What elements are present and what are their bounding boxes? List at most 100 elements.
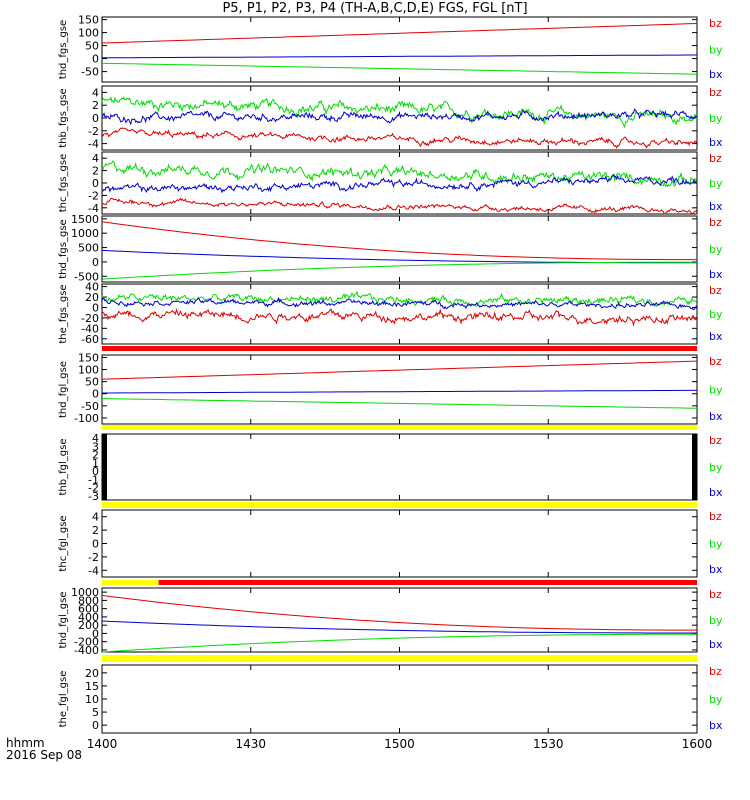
series-bx bbox=[101, 620, 697, 634]
y-tick-label: -50 bbox=[81, 66, 99, 79]
x-tick-label: 1530 bbox=[533, 737, 564, 751]
y-tick-label: 0 bbox=[92, 256, 99, 269]
y-tick-label: -200 bbox=[74, 636, 99, 649]
y-tick-label: 1500 bbox=[71, 213, 99, 226]
series-by bbox=[101, 633, 697, 653]
y-tick-label: 0 bbox=[92, 53, 99, 66]
legend-bz: bz bbox=[709, 152, 722, 165]
y-tick-label: 2 bbox=[92, 99, 99, 112]
legend-by: by bbox=[709, 693, 723, 706]
panel-ylabel: thb_fgs_gse bbox=[58, 88, 69, 147]
x-tick-label: 1430 bbox=[235, 737, 266, 751]
y-tick-label: 3 bbox=[92, 440, 99, 453]
y-tick-label: -400 bbox=[74, 644, 99, 657]
x-tick-label: 1600 bbox=[682, 737, 713, 751]
y-tick-label: -2 bbox=[88, 551, 99, 564]
status-bar-red bbox=[102, 346, 697, 351]
panel-ylabel: the_fgs_gse bbox=[58, 284, 69, 343]
panel-frame bbox=[101, 354, 698, 425]
series-bx bbox=[101, 173, 698, 194]
y-tick-label: 2 bbox=[92, 524, 99, 537]
y-tick-label: 1000 bbox=[71, 227, 99, 240]
legend-bx: bx bbox=[709, 268, 723, 281]
legend-by: by bbox=[709, 614, 723, 627]
y-tick-label: 20 bbox=[85, 667, 99, 680]
y-tick-label: -100 bbox=[74, 412, 99, 425]
status-bar-yellow bbox=[102, 502, 697, 508]
y-tick-label: 4 bbox=[92, 152, 99, 165]
legend-bz: bz bbox=[709, 284, 722, 297]
y-tick-label: 200 bbox=[78, 619, 99, 632]
y-tick-label: 0 bbox=[92, 538, 99, 551]
panel-ylabel: thd_fgl_gse bbox=[58, 592, 69, 649]
y-tick-label: -50 bbox=[81, 400, 99, 413]
x-tick-label: 1400 bbox=[87, 737, 118, 751]
y-tick-label: 5 bbox=[92, 706, 99, 719]
series-bz bbox=[101, 127, 698, 150]
edge-bar-left bbox=[102, 434, 107, 500]
y-tick-label: -3 bbox=[88, 490, 99, 503]
legend-bz: bz bbox=[709, 510, 722, 523]
series-by bbox=[101, 62, 698, 75]
panel-ylabel: thd_fgl_gse bbox=[58, 361, 69, 418]
panel-frame bbox=[101, 587, 698, 653]
legend-bx: bx bbox=[709, 486, 723, 499]
legend-bx: bx bbox=[709, 330, 723, 343]
series-bz bbox=[101, 308, 698, 327]
panel-frame bbox=[101, 509, 698, 578]
legend-by: by bbox=[709, 44, 723, 57]
panel-frame bbox=[101, 664, 698, 734]
legend-by: by bbox=[709, 112, 723, 125]
y-tick-label: 15 bbox=[85, 680, 99, 693]
chart-title: P5, P1, P2, P3, P4 (TH-A,B,C,D,E) FGS, F… bbox=[222, 1, 528, 16]
y-tick-label: 4 bbox=[92, 86, 99, 99]
panel-frame bbox=[101, 433, 698, 501]
legend-bx: bx bbox=[709, 563, 723, 576]
series-by bbox=[101, 160, 698, 188]
y-tick-label: 0 bbox=[92, 112, 99, 125]
edge-bar-right bbox=[692, 434, 697, 500]
series-bx bbox=[101, 249, 697, 264]
y-tick-label: 10 bbox=[85, 693, 99, 706]
panel-ylabel: thb_fgl_gse bbox=[58, 439, 69, 496]
y-tick-label: 0 bbox=[92, 465, 99, 478]
y-tick-label: 1000 bbox=[71, 586, 99, 599]
panel-frame bbox=[101, 85, 698, 151]
y-tick-label: -4 bbox=[88, 564, 99, 577]
legend-bx: bx bbox=[709, 638, 723, 651]
series-by bbox=[101, 398, 698, 409]
y-tick-label: -40 bbox=[81, 322, 99, 335]
status-bar-yellow bbox=[102, 580, 159, 585]
legend-bx: bx bbox=[709, 200, 723, 213]
legend-bx: bx bbox=[709, 136, 723, 149]
y-tick-label: -4 bbox=[88, 138, 99, 151]
y-tick-label: -2 bbox=[88, 482, 99, 495]
y-tick-label: 0 bbox=[92, 719, 99, 732]
series-bx bbox=[101, 108, 698, 126]
y-tick-label: 1 bbox=[92, 457, 99, 470]
series-bz bbox=[101, 360, 698, 380]
status-bar-yellow bbox=[102, 655, 697, 662]
y-tick-label: 4 bbox=[92, 511, 99, 524]
y-tick-label: 100 bbox=[78, 364, 99, 377]
status-bar-yellow bbox=[102, 425, 697, 430]
panel-ylabel: thd_fgs_gse bbox=[58, 219, 69, 278]
y-tick-label: 2 bbox=[92, 449, 99, 462]
y-tick-label: 150 bbox=[78, 351, 99, 364]
series-bz bbox=[101, 23, 698, 44]
legend-by: by bbox=[709, 243, 723, 256]
panel-ylabel: the_fgl_gse bbox=[58, 671, 69, 728]
series-bx bbox=[102, 389, 698, 394]
y-tick-label: 2 bbox=[92, 165, 99, 178]
legend-bz: bz bbox=[709, 434, 722, 447]
y-tick-label: -20 bbox=[81, 312, 99, 325]
y-tick-label: 500 bbox=[78, 242, 99, 255]
y-tick-label: 0 bbox=[92, 177, 99, 190]
legend-by: by bbox=[709, 177, 723, 190]
y-tick-label: 20 bbox=[85, 291, 99, 304]
legend-bz: bz bbox=[709, 216, 722, 229]
y-tick-label: 40 bbox=[85, 281, 99, 294]
y-tick-label: -1 bbox=[88, 473, 99, 486]
series-bz bbox=[101, 594, 697, 631]
